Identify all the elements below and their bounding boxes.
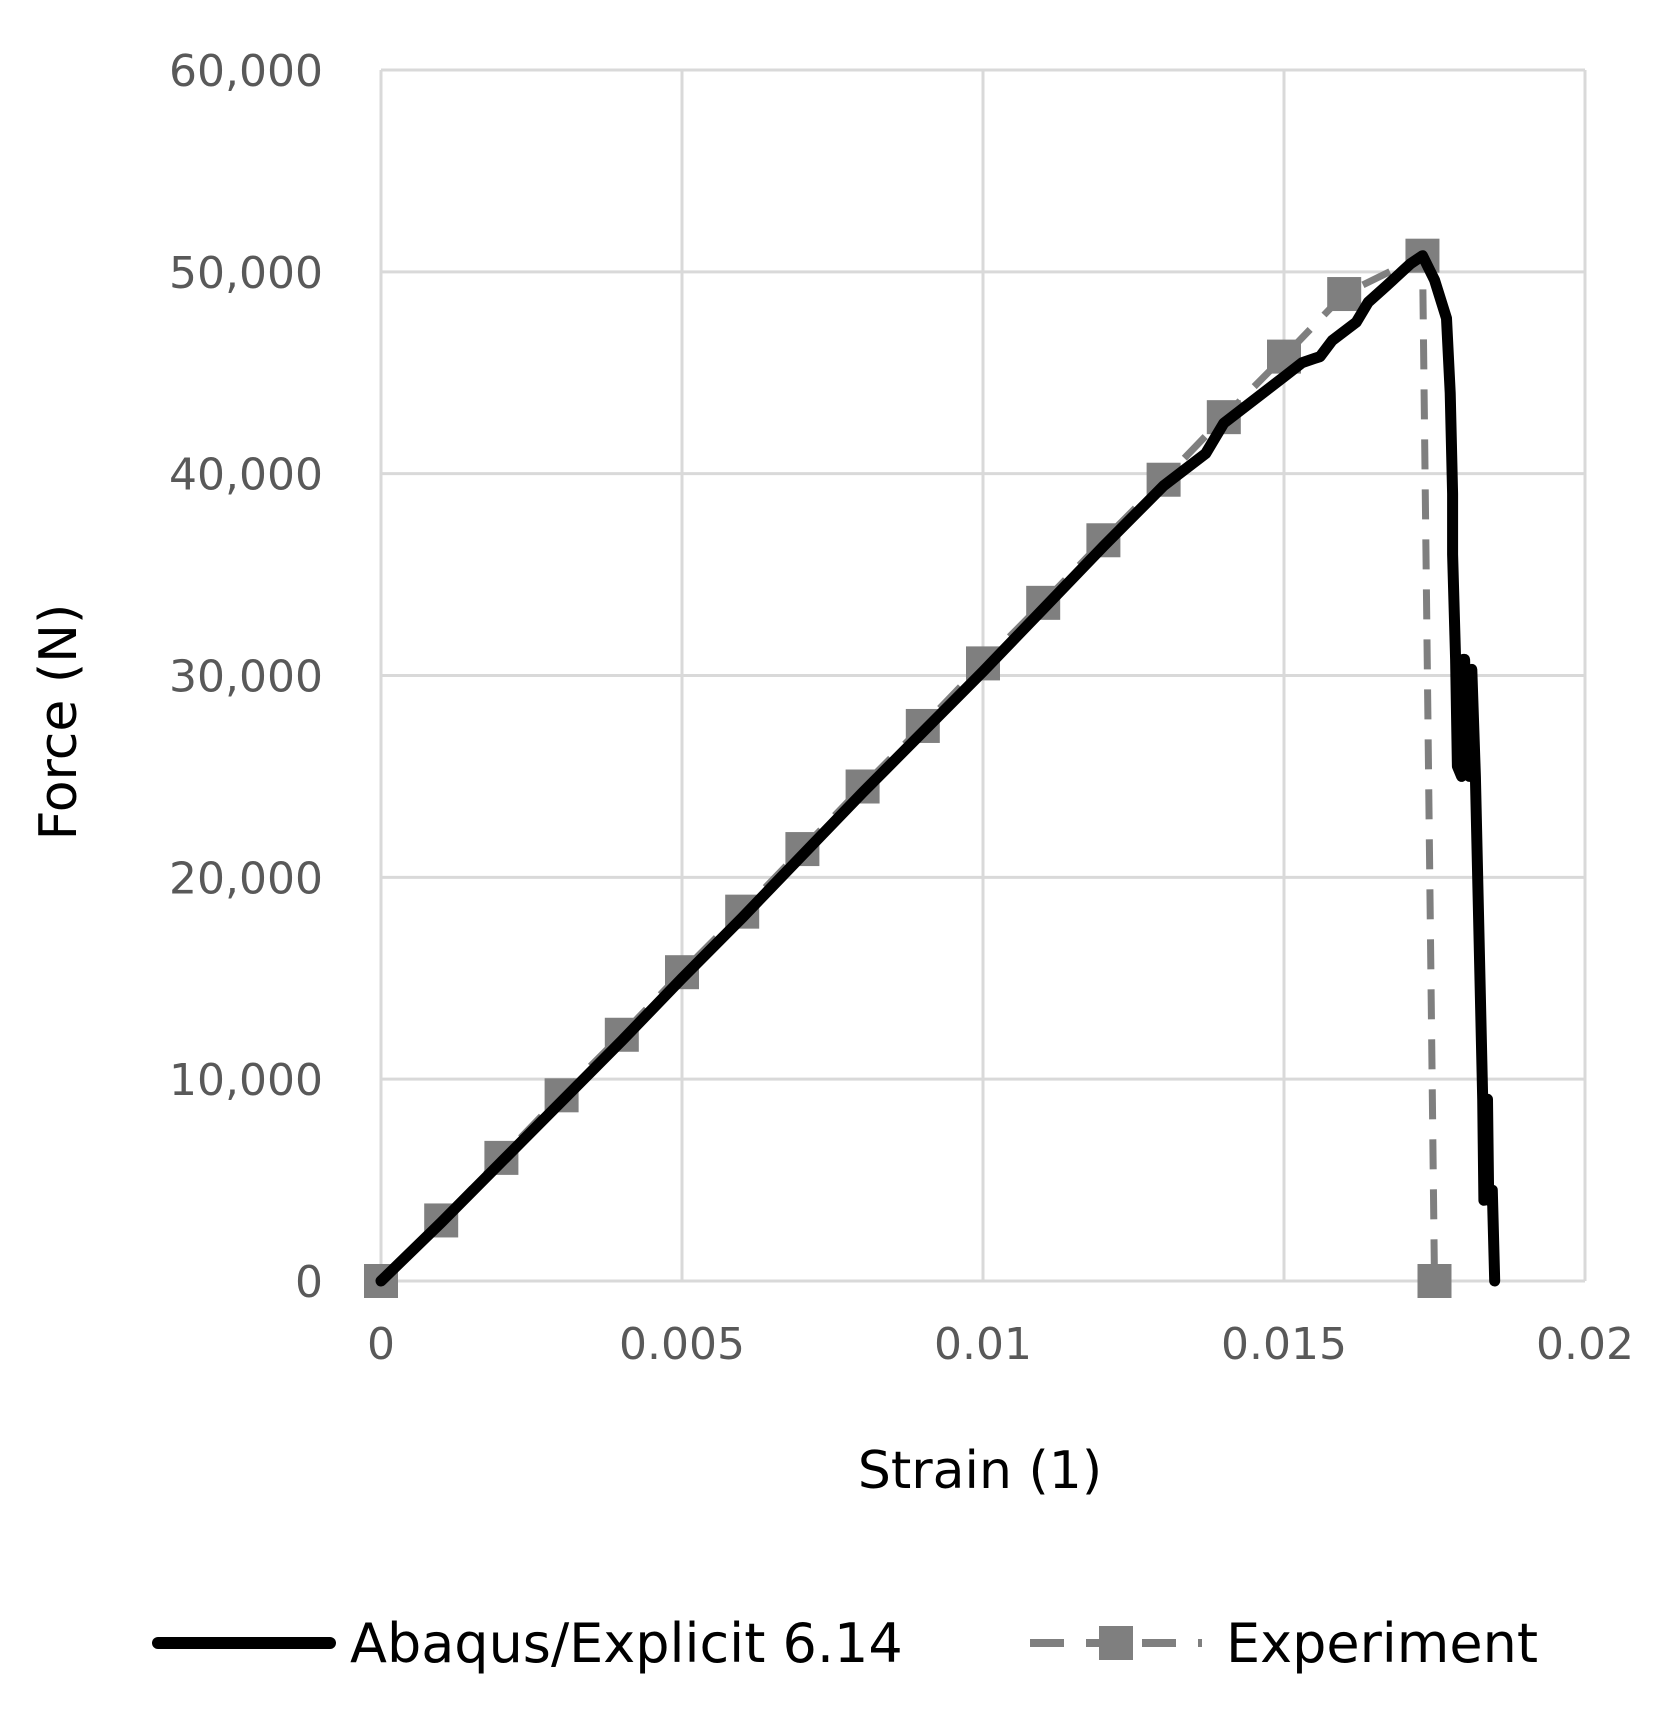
experiment-marker	[1327, 277, 1362, 312]
legend-label-experiment: Experiment	[1226, 1612, 1538, 1675]
legend: Abaqus/Explicit 6.14 Experiment	[152, 1612, 1538, 1675]
y-tick-label: 0	[295, 1257, 323, 1308]
y-tick-labels: 0 10,000 20,000 30,000 40,000 50,000 60,000	[169, 46, 323, 1308]
y-tick-label: 40,000	[169, 450, 323, 501]
x-tick-label: 0.005	[619, 1319, 745, 1370]
legend-label-abaqus: Abaqus/Explicit 6.14	[350, 1612, 903, 1675]
experiment-marker	[1417, 1264, 1452, 1298]
x-tick-labels: 0 0.005 0.01 0.015 0.02	[367, 1319, 1634, 1370]
x-tick-label: 0.02	[1536, 1319, 1634, 1370]
x-tick-label: 0.015	[1221, 1319, 1347, 1370]
y-tick-label: 50,000	[169, 248, 323, 299]
series-layer	[364, 238, 1501, 1298]
y-axis-title: Force (N)	[29, 604, 89, 841]
x-tick-label: 0	[367, 1319, 395, 1370]
x-tick-label: 0.01	[934, 1319, 1032, 1370]
y-tick-label: 60,000	[169, 46, 323, 97]
legend-marker-experiment	[1099, 1626, 1133, 1660]
y-tick-label: 10,000	[169, 1055, 323, 1106]
series-line-abaqus	[375, 250, 1501, 1287]
y-tick-label: 20,000	[169, 853, 323, 904]
x-axis-title: Strain (1)	[858, 1441, 1102, 1501]
y-tick-label: 30,000	[169, 652, 323, 703]
